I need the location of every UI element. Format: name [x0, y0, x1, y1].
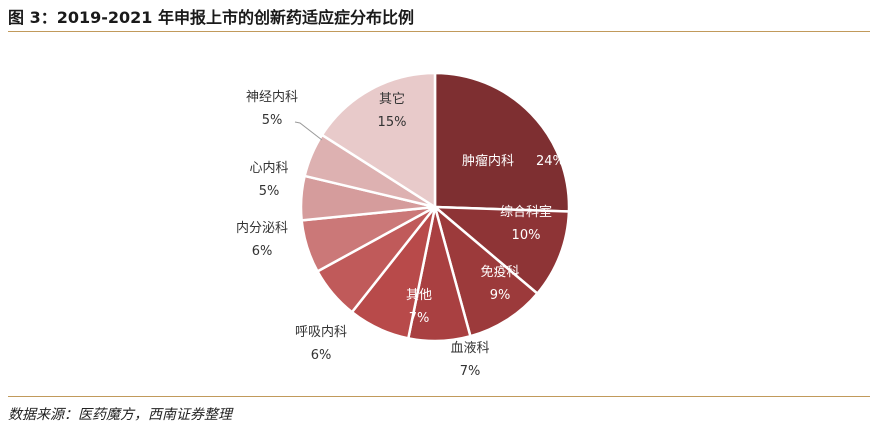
- pie-slice: [433, 71, 571, 213]
- slice-value-label: 15%: [378, 115, 407, 130]
- slice-name-label: 其他: [406, 288, 432, 303]
- slice-value-label: 6%: [252, 244, 273, 259]
- slice-name-label: 其它: [379, 91, 405, 107]
- slice-value-label: 7%: [409, 311, 430, 326]
- slice-name-label: 呼吸内科: [295, 324, 347, 340]
- source-rule: [8, 396, 870, 397]
- slice-name-label: 心内科: [249, 160, 288, 176]
- slice-labels: 肿瘤内科 24% 综合科室 10% 免疫科 9% 血液科 7% 其他 7% 呼吸内科 6% 内分泌科 6%…: [236, 89, 565, 379]
- leader-lines: [294, 121, 323, 141]
- pie-slice: [433, 205, 539, 338]
- pie-slice: [433, 205, 571, 295]
- slice-name-label: 综合科室: [500, 204, 552, 220]
- pie-slice: [320, 71, 437, 209]
- slice-value-label: 5%: [262, 113, 283, 128]
- slice-value-label: 10%: [512, 228, 541, 243]
- slice-value-label: 5%: [259, 184, 280, 199]
- leader-line: [294, 121, 323, 141]
- pie-slices: [299, 71, 571, 343]
- slice-value-label: 24%: [536, 154, 565, 169]
- slice-value-label: 6%: [311, 348, 332, 363]
- slice-name-label: 免疫科: [480, 264, 519, 280]
- title-rule: [8, 31, 870, 32]
- slice-value-label: 7%: [460, 364, 481, 379]
- slice-name-label: 神经内科: [246, 89, 298, 105]
- slice-name-label: 内分泌科: [236, 220, 288, 236]
- slice-name-label: 肿瘤内科: [462, 153, 514, 169]
- source-note: 数据来源：医药魔方，西南证券整理: [8, 407, 232, 423]
- pie-chart: 肿瘤内科 24% 综合科室 10% 免疫科 9% 血液科 7% 其他 7% 呼吸内科 6% 内分泌科 6%…: [236, 71, 571, 379]
- slice-value-label: 9%: [490, 288, 511, 303]
- slice-name-label: 血液科: [450, 341, 489, 356]
- chart-title: 图 3：2019-2021 年申报上市的创新药适应症分布比例: [8, 8, 414, 27]
